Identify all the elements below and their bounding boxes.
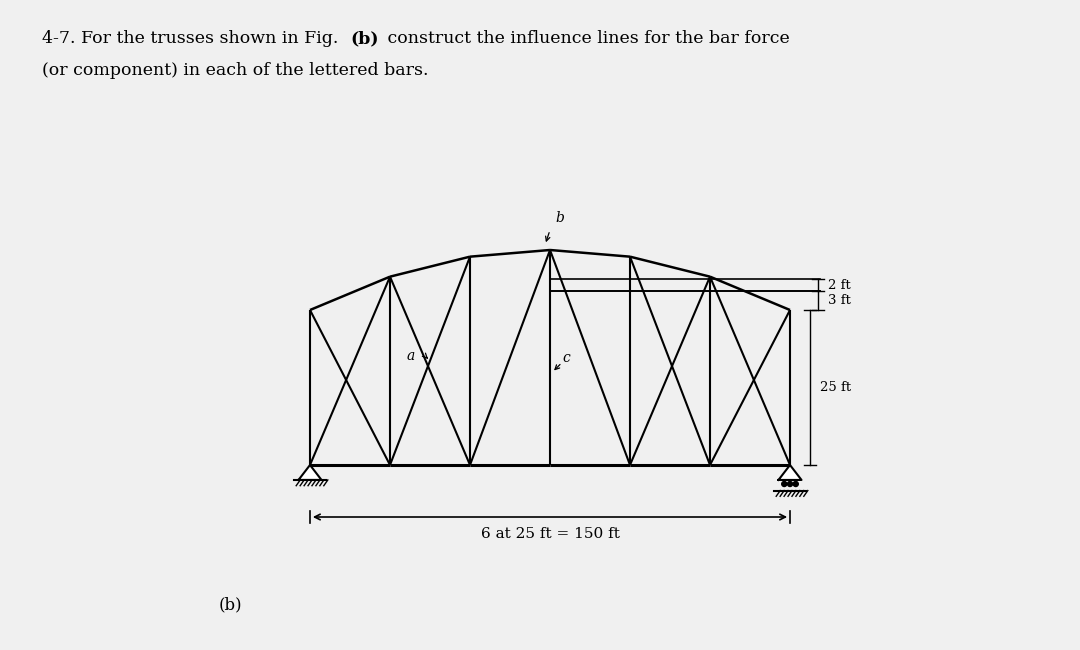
Text: a: a [407,349,415,363]
Text: (b): (b) [218,597,242,614]
Polygon shape [298,465,322,480]
Circle shape [787,482,793,486]
Polygon shape [779,465,801,480]
Circle shape [782,482,786,486]
Text: (or component) in each of the lettered bars.: (or component) in each of the lettered b… [42,62,429,79]
Text: 25 ft: 25 ft [820,381,851,394]
Text: (b): (b) [350,30,378,47]
Circle shape [793,482,798,486]
Text: 3 ft: 3 ft [828,294,851,307]
Text: b: b [555,211,564,225]
Text: construct the influence lines for the bar force: construct the influence lines for the ba… [382,30,789,47]
Text: 2 ft: 2 ft [828,279,851,292]
Text: 4-7. For the trusses shown in Fig.: 4-7. For the trusses shown in Fig. [42,30,343,47]
Text: c: c [562,350,570,365]
Text: 6 at 25 ft = 150 ft: 6 at 25 ft = 150 ft [481,527,620,541]
